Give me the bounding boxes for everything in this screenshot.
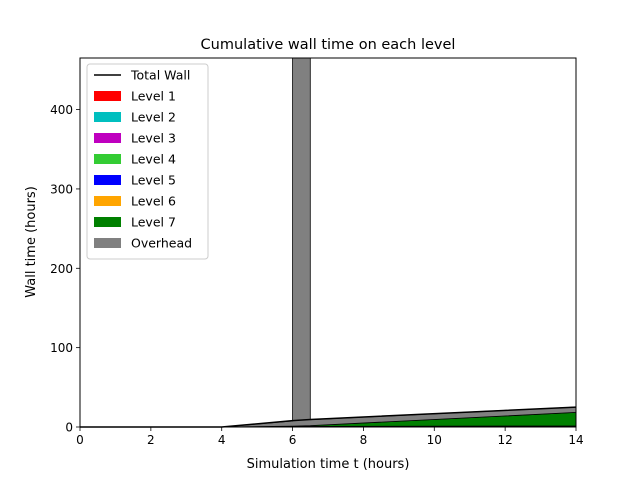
x-tick-label: 12 [498, 433, 513, 447]
x-tick-label: 4 [218, 433, 226, 447]
legend-label-total-wall: Total Wall [130, 68, 190, 83]
y-tick-label: 100 [50, 341, 73, 355]
legend-swatch-level-5 [94, 175, 121, 185]
x-tick-label: 6 [289, 433, 297, 447]
legend-swatch-level-1 [94, 91, 121, 101]
legend-label-level-6: Level 6 [131, 194, 176, 209]
y-tick-label: 400 [50, 103, 73, 117]
y-tick-label: 300 [50, 182, 73, 196]
legend-swatch-level-6 [94, 196, 121, 206]
legend-swatch-level-2 [94, 112, 121, 122]
legend-label-level-5: Level 5 [131, 173, 176, 188]
x-tick-label: 2 [147, 433, 155, 447]
x-tick-label: 8 [360, 433, 368, 447]
legend-swatch-level-7 [94, 217, 121, 227]
legend-swatch-overhead [94, 238, 121, 248]
y-tick-label: 0 [65, 421, 73, 435]
legend-label-level-3: Level 3 [131, 131, 176, 146]
legend-label-level-4: Level 4 [131, 152, 176, 167]
legend-swatch-level-4 [94, 154, 121, 164]
y-tick-label: 200 [50, 262, 73, 276]
legend-label-overhead: Overhead [131, 236, 192, 251]
legend-swatch-level-3 [94, 133, 121, 143]
y-axis-label: Wall time (hours) [24, 186, 39, 298]
x-tick-label: 14 [568, 433, 583, 447]
plot-frame [79, 57, 577, 428]
x-tick-label: 10 [427, 433, 442, 447]
chart-title: Cumulative wall time on each level [201, 37, 456, 53]
legend-label-level-2: Level 2 [131, 110, 176, 125]
ticks-layer: 0 2 4 6 8 10 12 14 0 100 200 300 400 [50, 103, 584, 447]
legend-label-level-1: Level 1 [131, 89, 176, 104]
legend-label-level-7: Level 7 [131, 215, 176, 230]
x-tick-label: 0 [76, 433, 84, 447]
legend: Total Wall Level 1 Level 2 Level 3 Level 4 Le… [86, 63, 209, 260]
x-axis-label: Simulation time t (hours) [247, 457, 410, 472]
